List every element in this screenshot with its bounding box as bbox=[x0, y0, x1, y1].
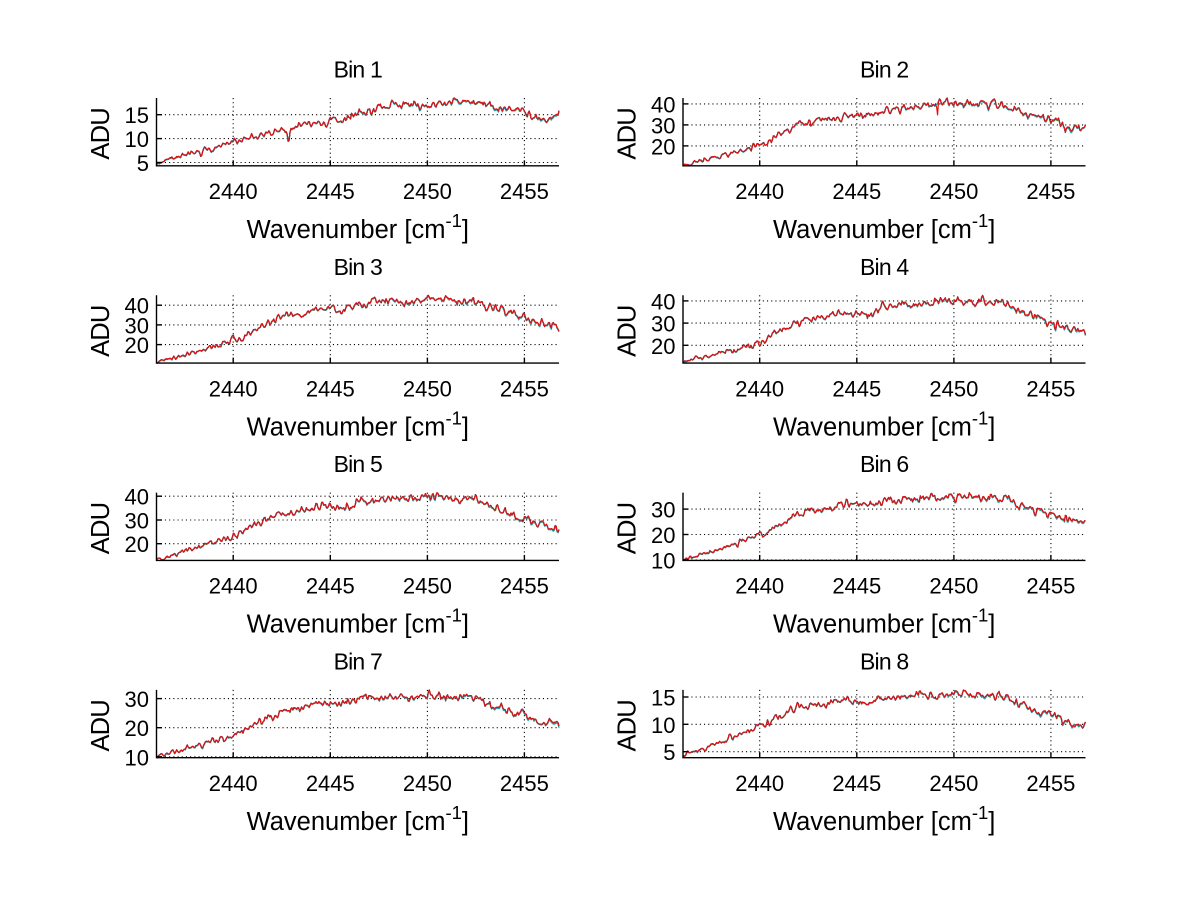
svg-text:Bin 6: Bin 6 bbox=[860, 451, 908, 477]
svg-text:ADU: ADU bbox=[87, 108, 115, 159]
svg-text:2455: 2455 bbox=[1026, 179, 1075, 204]
svg-text:2450: 2450 bbox=[403, 376, 452, 401]
svg-text:20: 20 bbox=[651, 523, 675, 548]
svg-text:Wavenumber [cm-1]: Wavenumber [cm-1] bbox=[773, 605, 995, 639]
svg-text:Bin 8: Bin 8 bbox=[860, 648, 908, 674]
svg-text:30: 30 bbox=[125, 313, 149, 338]
svg-text:2455: 2455 bbox=[500, 179, 549, 204]
svg-text:2440: 2440 bbox=[209, 771, 258, 796]
svg-text:Bin 7: Bin 7 bbox=[334, 648, 382, 674]
svg-text:2445: 2445 bbox=[306, 771, 355, 796]
svg-text:10: 10 bbox=[125, 745, 149, 770]
svg-text:Wavenumber [cm-1]: Wavenumber [cm-1] bbox=[247, 605, 469, 639]
svg-text:2440: 2440 bbox=[735, 574, 784, 599]
svg-text:2455: 2455 bbox=[1026, 574, 1075, 599]
svg-text:10: 10 bbox=[651, 713, 675, 738]
svg-text:40: 40 bbox=[125, 485, 149, 510]
svg-text:2445: 2445 bbox=[832, 771, 881, 796]
svg-text:2450: 2450 bbox=[929, 771, 978, 796]
svg-text:20: 20 bbox=[125, 532, 149, 557]
svg-text:Wavenumber [cm-1]: Wavenumber [cm-1] bbox=[773, 407, 995, 441]
svg-text:Wavenumber [cm-1]: Wavenumber [cm-1] bbox=[247, 407, 469, 441]
svg-text:2440: 2440 bbox=[209, 376, 258, 401]
svg-text:15: 15 bbox=[125, 103, 149, 128]
svg-text:ADU: ADU bbox=[87, 305, 115, 356]
svg-text:ADU: ADU bbox=[87, 503, 115, 554]
svg-text:2445: 2445 bbox=[832, 574, 881, 599]
svg-text:2455: 2455 bbox=[1026, 771, 1075, 796]
svg-text:30: 30 bbox=[125, 687, 149, 712]
svg-text:2455: 2455 bbox=[500, 376, 549, 401]
svg-text:2450: 2450 bbox=[403, 771, 452, 796]
svg-text:2445: 2445 bbox=[832, 179, 881, 204]
svg-text:2445: 2445 bbox=[832, 376, 881, 401]
svg-text:20: 20 bbox=[651, 334, 675, 359]
svg-text:Wavenumber [cm-1]: Wavenumber [cm-1] bbox=[773, 210, 995, 244]
svg-text:20: 20 bbox=[125, 333, 149, 358]
svg-text:2450: 2450 bbox=[929, 376, 978, 401]
svg-text:2455: 2455 bbox=[500, 771, 549, 796]
svg-text:Bin 1: Bin 1 bbox=[334, 57, 382, 83]
svg-text:30: 30 bbox=[651, 312, 675, 337]
svg-text:2455: 2455 bbox=[500, 574, 549, 599]
svg-text:10: 10 bbox=[651, 548, 675, 573]
svg-text:Wavenumber [cm-1]: Wavenumber [cm-1] bbox=[247, 802, 469, 836]
svg-text:40: 40 bbox=[651, 289, 675, 314]
svg-text:ADU: ADU bbox=[614, 108, 642, 159]
svg-text:Bin 3: Bin 3 bbox=[334, 254, 382, 280]
svg-text:ADU: ADU bbox=[614, 700, 642, 751]
svg-text:2455: 2455 bbox=[1026, 376, 1075, 401]
svg-text:Wavenumber [cm-1]: Wavenumber [cm-1] bbox=[773, 802, 995, 836]
svg-text:ADU: ADU bbox=[614, 503, 642, 554]
svg-text:2445: 2445 bbox=[306, 376, 355, 401]
svg-text:Bin 5: Bin 5 bbox=[334, 451, 382, 477]
svg-text:ADU: ADU bbox=[614, 305, 642, 356]
svg-text:30: 30 bbox=[651, 113, 675, 138]
svg-text:2450: 2450 bbox=[929, 179, 978, 204]
svg-text:20: 20 bbox=[125, 716, 149, 741]
svg-text:2440: 2440 bbox=[735, 771, 784, 796]
svg-text:10: 10 bbox=[125, 127, 149, 152]
svg-text:5: 5 bbox=[137, 151, 149, 176]
svg-text:2440: 2440 bbox=[735, 376, 784, 401]
svg-text:30: 30 bbox=[651, 498, 675, 523]
svg-text:2450: 2450 bbox=[403, 179, 452, 204]
svg-text:2445: 2445 bbox=[306, 574, 355, 599]
svg-text:2450: 2450 bbox=[929, 574, 978, 599]
svg-text:ADU: ADU bbox=[87, 700, 115, 751]
svg-text:30: 30 bbox=[125, 509, 149, 534]
svg-text:2450: 2450 bbox=[403, 574, 452, 599]
svg-text:Bin 4: Bin 4 bbox=[860, 254, 909, 280]
svg-text:40: 40 bbox=[651, 92, 675, 117]
svg-text:Wavenumber [cm-1]: Wavenumber [cm-1] bbox=[247, 210, 469, 244]
svg-text:20: 20 bbox=[651, 134, 675, 159]
svg-text:15: 15 bbox=[651, 686, 675, 711]
svg-text:40: 40 bbox=[125, 294, 149, 319]
svg-text:2440: 2440 bbox=[209, 574, 258, 599]
svg-text:2445: 2445 bbox=[306, 179, 355, 204]
svg-text:2440: 2440 bbox=[735, 179, 784, 204]
svg-text:2440: 2440 bbox=[209, 179, 258, 204]
svg-text:Bin 2: Bin 2 bbox=[860, 57, 908, 83]
svg-text:5: 5 bbox=[663, 740, 675, 765]
